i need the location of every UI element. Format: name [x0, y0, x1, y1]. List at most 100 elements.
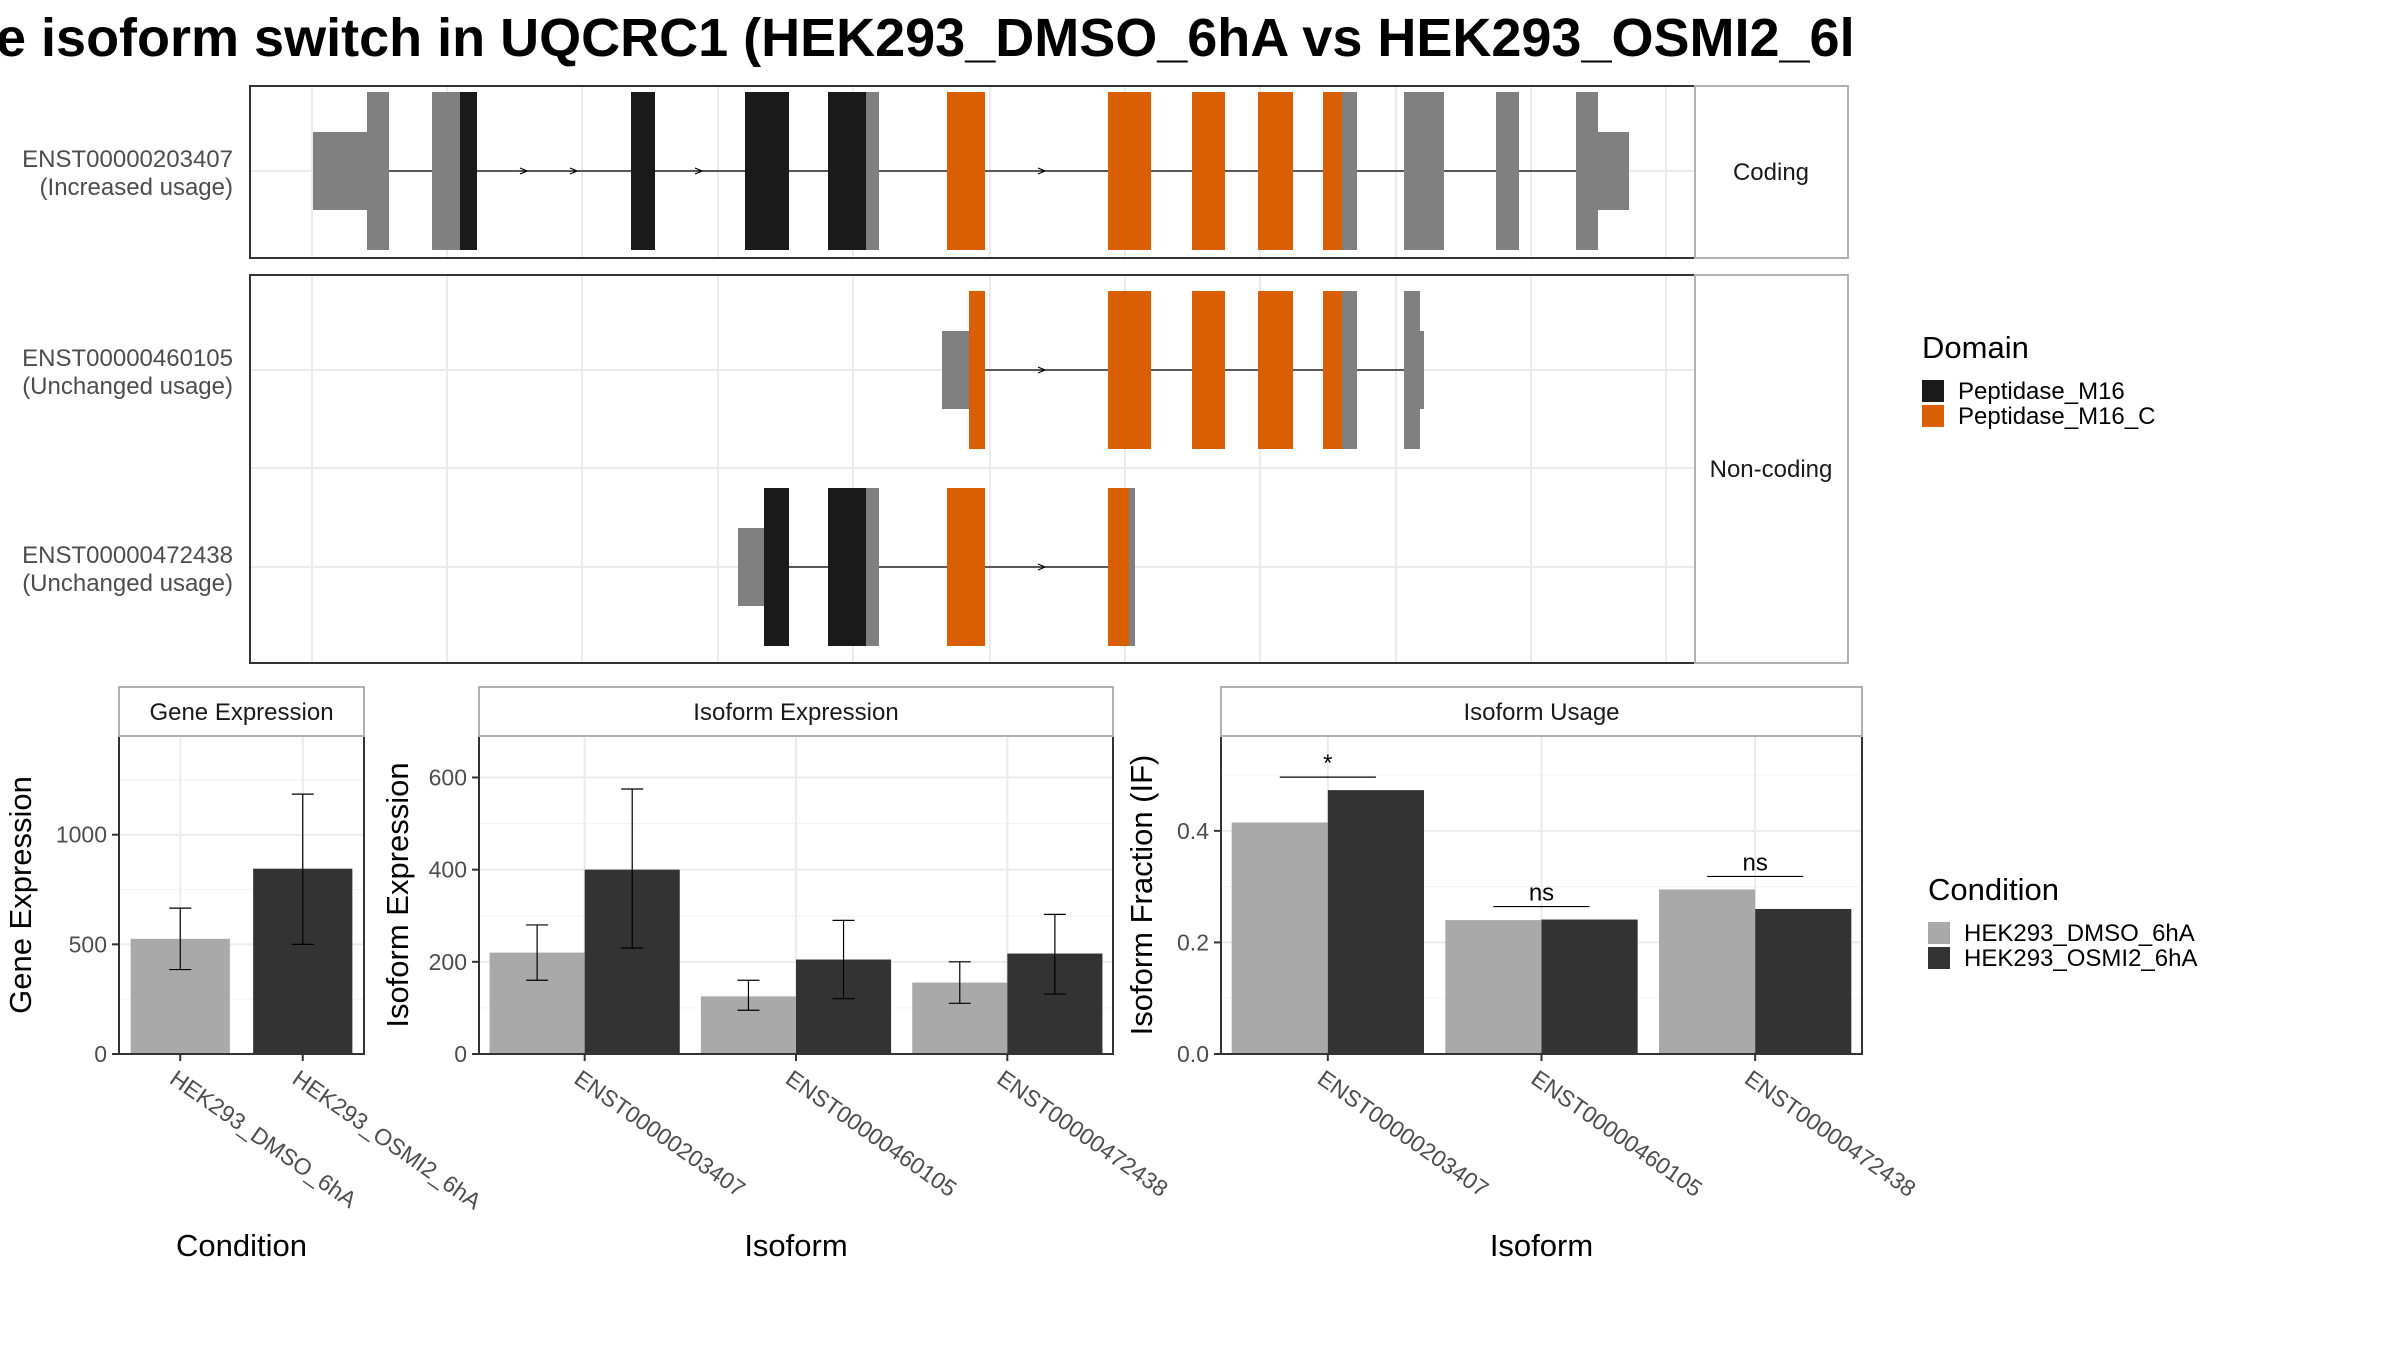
y-axis-title: Isoform Expression: [380, 762, 415, 1027]
y-tick-label: 0.0: [1177, 1041, 1209, 1067]
y-tick-label: 0: [454, 1041, 467, 1067]
x-tick-label: ENST00000460105: [781, 1065, 961, 1202]
exon-block: [947, 92, 985, 250]
y-tick-label: 400: [429, 857, 467, 883]
exon-block: [947, 488, 985, 646]
y-tick-label: 0.4: [1177, 818, 1209, 844]
exon-block: [745, 92, 789, 250]
exon-block: [432, 92, 460, 250]
exon-block: [1496, 92, 1519, 250]
y-axis-title: Gene Expression: [3, 776, 38, 1014]
exon-block: [764, 488, 789, 646]
transcript-usage-label: (Unchanged usage): [22, 373, 233, 400]
data-bar: [1327, 790, 1424, 1054]
domain-legend-label: Peptidase_M16_C: [1958, 403, 2155, 430]
bar-panel-strip: [1220, 686, 1863, 737]
x-tick-label: ENST00000203407: [570, 1065, 750, 1202]
exon-block: [1108, 488, 1129, 646]
intron-direction-arrow: [519, 167, 529, 175]
exon-block: [866, 488, 879, 646]
exon-block: [1576, 92, 1598, 250]
x-axis-title: Condition: [176, 1228, 307, 1263]
strip-label-coding: Coding: [1733, 159, 1809, 186]
condition-legend-key: [1928, 947, 1950, 969]
exon-block: [969, 291, 985, 449]
exon-block: [367, 92, 389, 250]
figure-title: e isoform switch in UQCRC1 (HEK293_DMSO_…: [0, 8, 1855, 68]
exon-block: [828, 92, 866, 250]
y-axis-title: Isoform Fraction (IF): [1124, 755, 1159, 1036]
exon-block: [1323, 92, 1342, 250]
exon-block: [1598, 132, 1629, 210]
exon-block: [942, 331, 969, 409]
condition-legend-label: HEK293_DMSO_6hA: [1964, 920, 2195, 947]
exon-block: [1258, 92, 1293, 250]
significance-label: ns: [1742, 849, 1767, 876]
bar-panel-strip: [118, 686, 365, 737]
transcript-usage-label: (Unchanged usage): [22, 570, 233, 597]
exon-block: [1192, 291, 1225, 449]
condition-legend-key: [1928, 922, 1950, 944]
domain-legend-key: [1922, 405, 1944, 427]
bar-panel-strip-title: Isoform Usage: [1463, 699, 1619, 726]
exon-block: [1192, 92, 1225, 250]
domain-legend-title: Domain: [1922, 330, 2029, 365]
exon-block: [1404, 291, 1420, 449]
exon-block: [1404, 92, 1444, 250]
exon-block: [866, 92, 879, 250]
significance-label: *: [1323, 750, 1332, 777]
exon-block: [460, 92, 477, 250]
exon-block: [1342, 291, 1357, 449]
bar-panel-strip-title: Gene Expression: [149, 699, 333, 726]
y-tick-label: 1000: [56, 822, 107, 848]
intron-direction-arrow: [1037, 167, 1047, 175]
noncoding-strip: [1694, 274, 1849, 664]
data-bar: [1231, 822, 1328, 1054]
exon-block: [828, 488, 866, 646]
y-tick-label: 500: [69, 931, 107, 957]
exon-block: [1108, 92, 1151, 250]
data-bar: [1541, 919, 1638, 1054]
intron-direction-arrow: [1037, 563, 1047, 571]
x-tick-label: ENST00000472438: [1740, 1065, 1920, 1202]
exon-block: [1323, 291, 1342, 449]
transcript-id-label: ENST00000460105: [22, 345, 233, 372]
domain-legend-label: Peptidase_M16: [1958, 378, 2125, 405]
exon-block: [1129, 488, 1135, 646]
coding-strip: [1694, 85, 1849, 259]
x-tick-label: ENST00000472438: [992, 1065, 1172, 1202]
bar-panel-strip: [478, 686, 1114, 737]
bar-panel-strip-title: Isoform Expression: [693, 699, 898, 726]
data-bar: [1755, 908, 1852, 1054]
exon-block: [1108, 291, 1151, 449]
x-axis-title: Isoform: [1490, 1228, 1593, 1263]
condition-legend-title: Condition: [1928, 872, 2059, 907]
y-tick-label: 200: [429, 949, 467, 975]
exon-block: [1258, 291, 1293, 449]
strip-label-noncoding: Non-coding: [1710, 456, 1833, 483]
intron-direction-arrow: [694, 167, 704, 175]
data-bar: [1659, 889, 1756, 1054]
intron-direction-arrow: [1037, 366, 1047, 374]
domain-legend-key: [1922, 380, 1944, 402]
exon-block: [738, 528, 764, 606]
transcript-usage-label: (Increased usage): [40, 174, 233, 201]
x-tick-label: ENST00000460105: [1527, 1065, 1707, 1202]
y-tick-label: 0: [94, 1041, 107, 1067]
x-tick-label: ENST00000203407: [1313, 1065, 1493, 1202]
x-axis-title: Isoform: [744, 1228, 847, 1263]
exon-block: [1420, 331, 1424, 409]
exon-block: [313, 132, 368, 210]
transcript-id-label: ENST00000203407: [22, 146, 233, 173]
y-tick-label: 0.2: [1177, 929, 1209, 955]
intron-direction-arrow: [569, 167, 579, 175]
exon-block: [631, 92, 655, 250]
transcript-id-label: ENST00000472438: [22, 542, 233, 569]
data-bar: [1445, 920, 1542, 1054]
condition-legend-label: HEK293_OSMI2_6hA: [1964, 945, 2197, 972]
exon-block: [1342, 92, 1357, 250]
y-tick-label: 600: [429, 764, 467, 790]
significance-label: ns: [1529, 880, 1554, 907]
